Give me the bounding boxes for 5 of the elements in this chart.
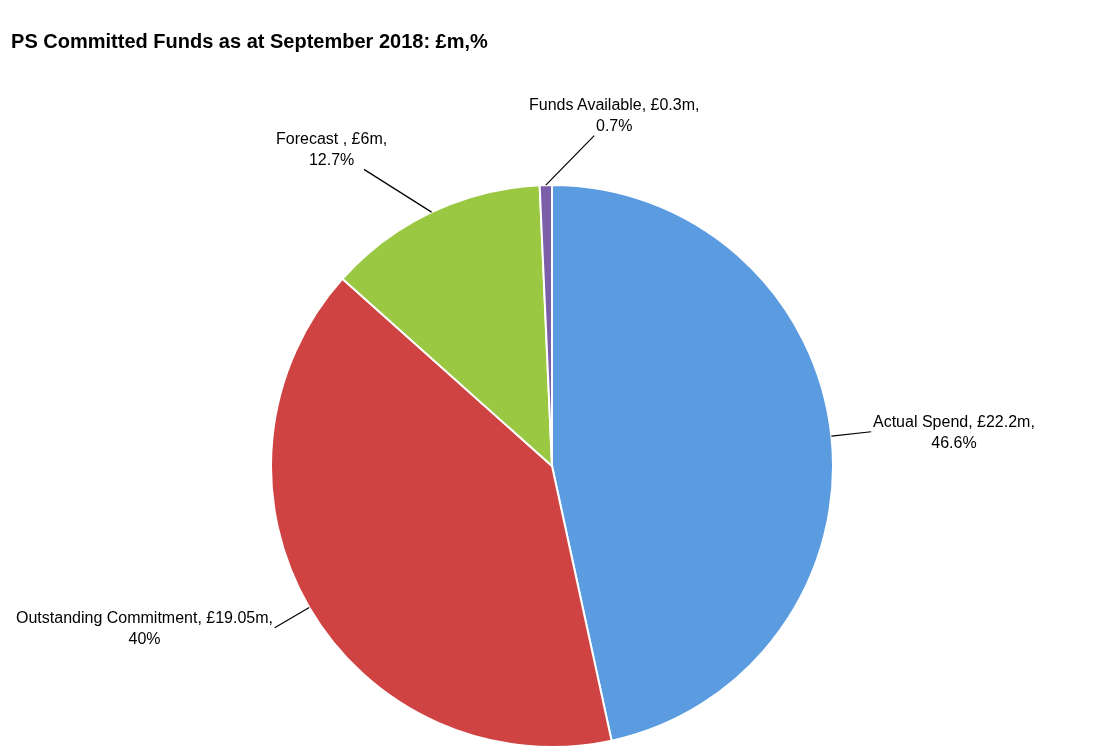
slice-label: Forecast , £6m, 12.7% [276,130,388,168]
slice-label: Actual Spend, £22.2m, 46.6% [873,413,1035,451]
slice-label: Funds Available, £0.3m, 0.7% [529,96,700,134]
slice-label: Outstanding Commitment, £19.05m, 40% [16,609,274,647]
chart-title: PS Committed Funds as at September 2018: £m,% [11,29,489,52]
